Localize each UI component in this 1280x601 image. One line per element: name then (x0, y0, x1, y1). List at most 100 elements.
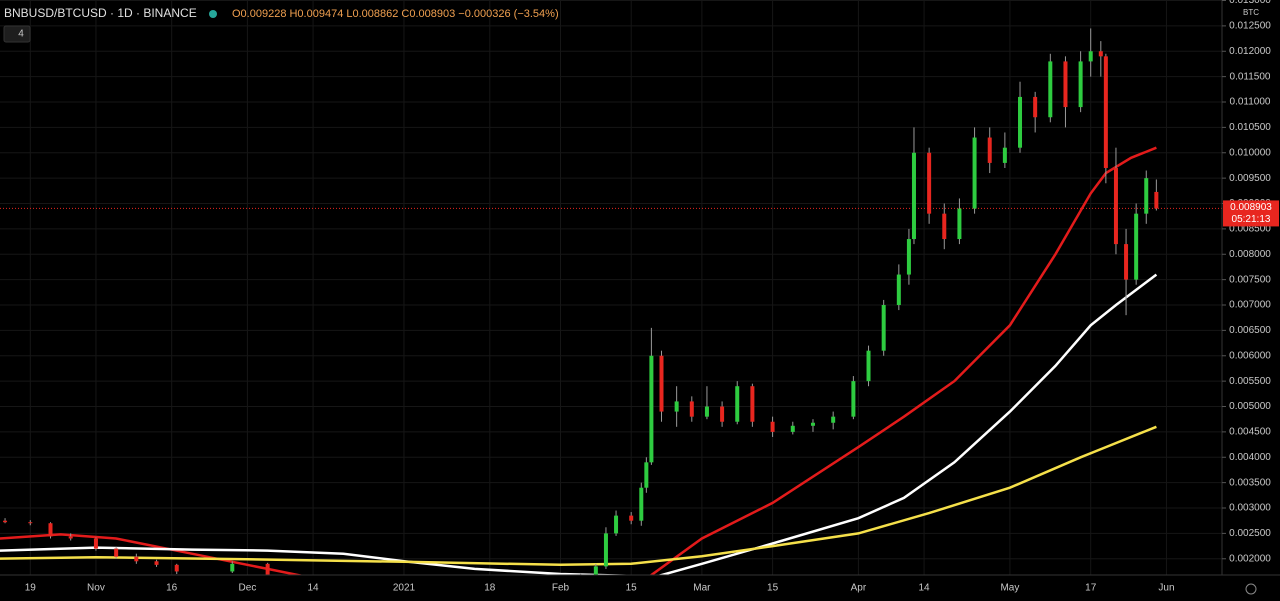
candle-body (3, 520, 8, 523)
candle-body (265, 563, 270, 575)
settings-icon[interactable] (1245, 583, 1257, 595)
candle-body (1103, 56, 1108, 168)
candle-body (174, 564, 179, 572)
candle-body (911, 152, 916, 240)
candle-body (1154, 191, 1159, 209)
candle-body (68, 536, 73, 539)
x-tick-label: 18 (484, 583, 496, 594)
candle-body (881, 305, 886, 351)
y-tick-label: 0.002000 (1229, 553, 1271, 564)
candle-body (810, 422, 815, 426)
candle-body (614, 515, 619, 534)
candle-body (689, 401, 694, 417)
candle-body (629, 515, 634, 521)
x-tick-label: Dec (239, 583, 257, 594)
x-tick-label: Feb (552, 583, 570, 594)
y-tick-label: 0.012500 (1229, 21, 1271, 32)
x-tick-label: 2021 (393, 583, 416, 594)
y-tick-label: 0.007000 (1229, 300, 1271, 311)
x-tick-label: 15 (767, 583, 779, 594)
candle-body (114, 548, 119, 557)
candle-body (770, 421, 775, 432)
symbol: BNBUSD/BTCUSD · 1D · BINANCE (4, 6, 197, 20)
y-tick-label: 0.002500 (1229, 528, 1271, 539)
candle-body (659, 355, 664, 412)
candle-body (1018, 96, 1023, 148)
x-tick-label: 16 (166, 583, 178, 594)
y-tick-label: 0.012000 (1229, 46, 1271, 57)
candle-body (987, 137, 992, 163)
y-tick-label: 0.013000 (1229, 0, 1271, 6)
ohlc: O0.009228 H0.009474 L0.008862 C0.008903 … (232, 8, 559, 20)
candle-body (1048, 61, 1053, 118)
candle-body (603, 533, 608, 567)
x-tick-label: May (1000, 583, 1019, 594)
x-tick-label: 19 (25, 583, 37, 594)
candle-body (28, 522, 33, 524)
y-tick-label: 0.004000 (1229, 452, 1271, 463)
candle-body (674, 401, 679, 412)
candle-body (720, 406, 725, 422)
price-tag-label: 0.008903 (1230, 202, 1272, 213)
candle-body (927, 152, 932, 214)
candle-body (1113, 167, 1118, 245)
candle-body (1078, 61, 1083, 108)
moving-average (0, 146, 1157, 575)
candle-body (134, 556, 139, 562)
y-tick-label: 0.003000 (1229, 503, 1271, 514)
indicators-count[interactable]: 4 (18, 29, 24, 40)
moving-average (0, 425, 1157, 567)
price-tag (1223, 200, 1279, 227)
candle-body (1033, 96, 1038, 118)
candle-body (831, 416, 836, 423)
candle-body (750, 386, 755, 422)
y-tick-label: 0.009500 (1229, 173, 1271, 184)
axes: 0.002000 0.002500 0.003000 0.003500 0.004000… (25, 0, 1279, 594)
currency: BTC (1243, 8, 1259, 17)
x-tick-label: 14 (919, 583, 931, 594)
candle-body (942, 213, 947, 240)
candle-body (896, 274, 901, 306)
y-tick-label: 0.003500 (1229, 477, 1271, 488)
candle-body (644, 462, 649, 488)
candle-body (230, 563, 235, 572)
candle-body (790, 425, 795, 432)
y-tick-label: 0.010000 (1229, 147, 1271, 158)
y-tick-label: 0.007500 (1229, 274, 1271, 285)
y-tick-label: 0.005500 (1229, 376, 1271, 387)
y-tick-label: 0.008500 (1229, 224, 1271, 235)
candle-body (972, 137, 977, 209)
x-tick-label: Jun (1158, 583, 1174, 594)
candle-body (639, 487, 644, 521)
candle-body (851, 381, 856, 417)
grid (0, 0, 1222, 575)
candle-body (957, 208, 962, 240)
candle-body (48, 523, 53, 537)
x-tick-label: 14 (308, 583, 320, 594)
candle-body (1144, 178, 1149, 214)
indicators-toggle[interactable] (3, 25, 31, 43)
candle-body (866, 350, 871, 382)
candle-body (1063, 61, 1068, 108)
plot-area (0, 28, 1222, 575)
y-tick-label: 0.004500 (1229, 427, 1271, 438)
candle-body (906, 239, 911, 275)
x-tick-label: 15 (626, 583, 638, 594)
moving-average (0, 273, 1158, 575)
y-tick-label: 0.005000 (1229, 401, 1271, 412)
candle-body (735, 386, 740, 422)
candle-body (593, 566, 598, 575)
y-tick-label: 0.006500 (1229, 325, 1271, 336)
y-tick-label: 0.010500 (1229, 122, 1271, 133)
y-tick-label: 0.008000 (1229, 249, 1271, 260)
candle-body (154, 561, 159, 565)
y-tick-label: 0.011500 (1230, 71, 1271, 82)
status-dot (209, 10, 217, 18)
candle-body (1134, 213, 1139, 280)
x-tick-label: 17 (1085, 583, 1097, 594)
x-tick-label: Mar (693, 583, 711, 594)
candle-body (1098, 51, 1103, 57)
countdown: 05:21:13 (1232, 214, 1271, 225)
x-tick-label: Nov (87, 583, 105, 594)
